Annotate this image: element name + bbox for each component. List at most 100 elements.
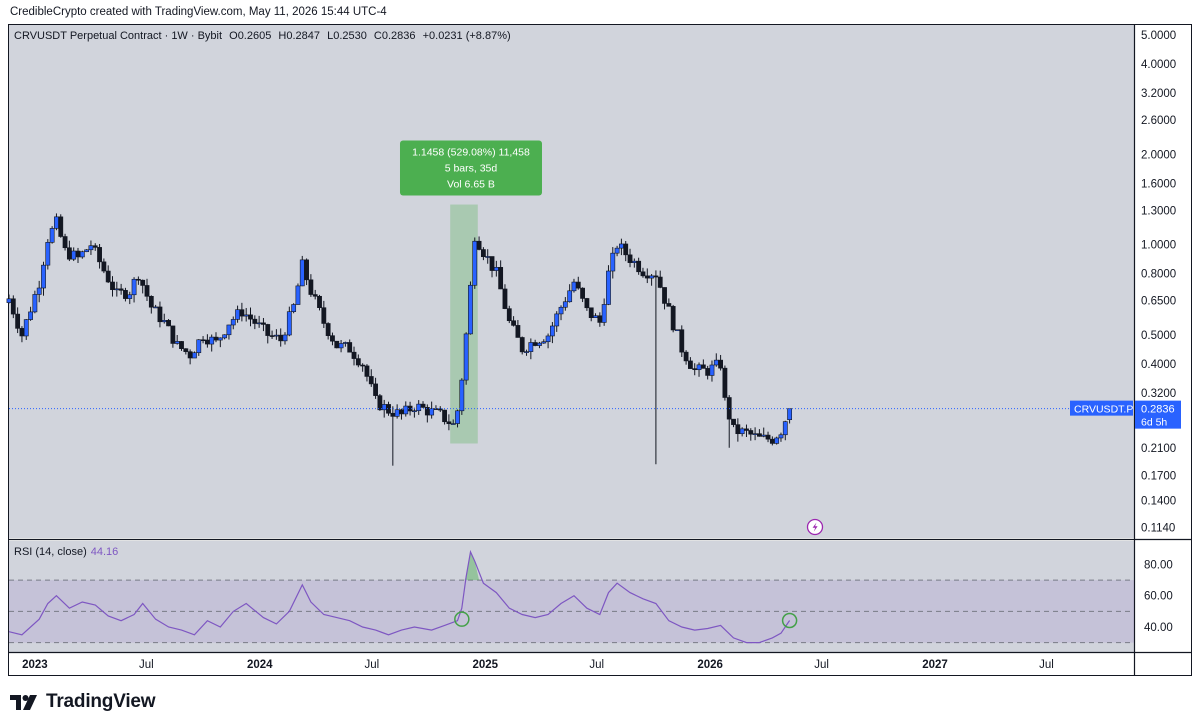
candle-body (23, 319, 29, 337)
rsi-overbought-fill (464, 551, 480, 581)
candle-body (649, 275, 654, 279)
measure-text: 5 bars, 35d (445, 163, 498, 175)
candle-body (183, 348, 189, 352)
candle-body (66, 247, 72, 260)
candle-body (200, 339, 206, 342)
candle-body (28, 311, 33, 320)
candle-body (498, 267, 504, 290)
candle-body (476, 240, 482, 250)
candle-body (179, 341, 184, 349)
candle-body (170, 325, 176, 344)
candle-body (713, 359, 719, 366)
candle-body (718, 359, 723, 369)
high-label: H (278, 30, 287, 42)
candle-body (765, 434, 771, 440)
price-tick-label: 2.0000 (1141, 149, 1176, 161)
chart-header: CredibleCrypto created with TradingView.… (10, 6, 387, 18)
candle-body (88, 245, 94, 251)
candle-body (644, 275, 650, 279)
candle-body (610, 252, 616, 272)
rsi-title[interactable]: RSI (14, close) (14, 546, 87, 558)
candle-body (269, 335, 275, 337)
time-tick-label: Jul (365, 659, 380, 671)
candles (6, 213, 1134, 466)
candle-body (731, 418, 736, 425)
candle-body (606, 270, 611, 305)
candle-body (45, 242, 51, 266)
candle-body (705, 368, 711, 376)
measure-tool[interactable]: 1.1458 (529.08%) 11,458 5 bars, 35d Vol 6.… (399, 140, 542, 444)
candle-body (769, 438, 775, 444)
candle-body (213, 336, 219, 341)
price-tick-label: 0.6500 (1141, 296, 1176, 308)
alert-icon[interactable] (806, 518, 824, 536)
candle-body (532, 342, 538, 346)
candle-body (752, 433, 758, 435)
candle-body (709, 364, 715, 376)
low-value: 0.2530 (333, 30, 367, 42)
candle-body (774, 437, 780, 444)
candle-body (105, 270, 111, 283)
candle-body (351, 351, 357, 359)
symbol-legend: CRVUSDT Perpetual Contract · 1W · Bybit … (14, 30, 511, 42)
price-tick-label: 0.1700 (1141, 470, 1176, 482)
candle-body (110, 281, 115, 290)
price-tick-label: 0.8000 (1141, 269, 1176, 281)
candle-body (92, 245, 98, 248)
price-pane-bg (9, 25, 1134, 538)
candle-body (450, 423, 456, 425)
candle-body (368, 376, 374, 385)
rsi-marker-circle (781, 612, 798, 629)
rsi-marker-circle (454, 611, 470, 627)
candle-body (653, 275, 659, 278)
candle-body (355, 358, 361, 366)
symbol-title[interactable]: CRVUSDT Perpetual Contract · 1W · Bybit (14, 30, 223, 42)
candle-body (101, 261, 107, 272)
price-tick-label: 0.2100 (1141, 443, 1176, 455)
candle-body (118, 288, 124, 291)
candle-body (666, 303, 672, 307)
candle-body (131, 278, 137, 296)
candle-body (580, 287, 585, 299)
candle-body (588, 307, 594, 318)
candle-body (6, 298, 12, 303)
candle-body (614, 247, 620, 254)
candle-body (71, 250, 77, 260)
candle-body (424, 407, 430, 416)
candle-body (679, 329, 685, 353)
candle-body (41, 264, 46, 289)
candle-body (299, 259, 305, 287)
candle-body (468, 284, 473, 335)
candle-body (748, 430, 754, 435)
candle-body (97, 247, 102, 263)
candle-body (347, 342, 353, 353)
price-tick-label: 0.1400 (1141, 496, 1176, 508)
tradingview-wordmark: TradingView (46, 691, 156, 712)
tradingview-branding[interactable]: TradingView (10, 690, 156, 714)
candle-body (174, 341, 180, 344)
candle-body (295, 285, 301, 305)
candle-body (248, 314, 253, 320)
candle-body (744, 428, 749, 431)
candle-body (593, 315, 598, 318)
candle-body (338, 343, 344, 349)
candle-body (446, 421, 452, 425)
candle-body (334, 340, 340, 349)
candle-body (670, 306, 676, 331)
time-tick-label: Jul (814, 659, 829, 671)
candle-body (342, 342, 348, 344)
candle-body (153, 306, 159, 309)
rsi-value: 44.16 (90, 546, 119, 558)
candle-body (524, 351, 529, 353)
candle-body (675, 329, 680, 332)
candle-body (575, 281, 581, 289)
candle-body (286, 311, 292, 336)
candle-body (459, 379, 465, 412)
high-value: 0.2847 (286, 30, 321, 42)
candle-body (312, 294, 318, 297)
candle-body (360, 364, 366, 367)
candle-body (291, 304, 297, 312)
candle-body (545, 335, 551, 343)
